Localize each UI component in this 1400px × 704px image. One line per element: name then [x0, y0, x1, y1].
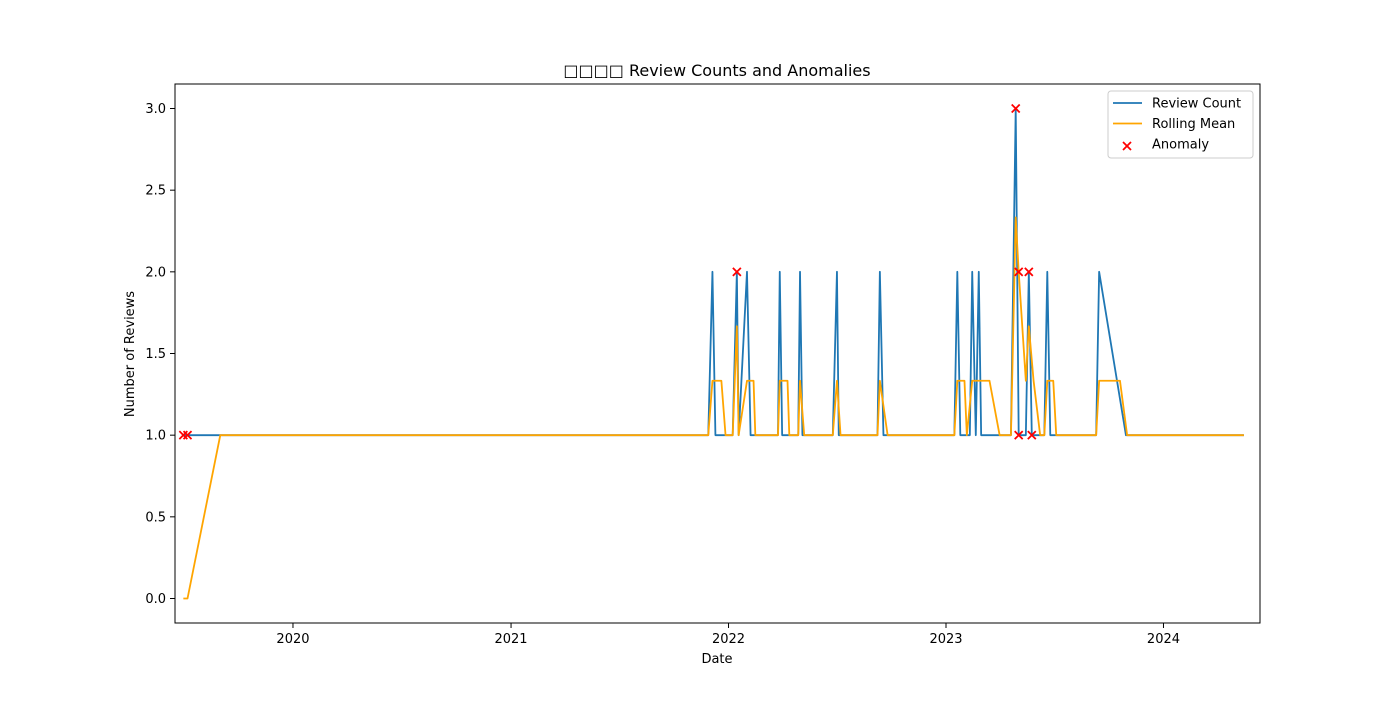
legend-box	[1107, 90, 1254, 159]
legend-item-rolling-mean: Rolling Mean	[1113, 117, 1235, 132]
anomaly-marker-stroke	[1011, 103, 1021, 114]
review-count-line	[183, 107, 1244, 437]
legend-swatch	[1122, 141, 1132, 151]
anomaly-marker-stroke	[1024, 267, 1034, 277]
plot-area	[178, 103, 1244, 600]
x-axis: 2020 2021 2022 2023 2024	[276, 623, 1180, 647]
y-axis-label: Number of Reviews	[123, 291, 138, 417]
legend-label: Review Count	[1152, 97, 1241, 112]
x-tick-label: 2023	[929, 632, 962, 647]
anomaly-marker	[732, 267, 742, 277]
anomaly-marker	[1014, 430, 1024, 440]
x-tick-label: 2021	[494, 632, 527, 647]
anomaly-marker-stroke	[1014, 430, 1024, 440]
x-tick-label: 2020	[276, 632, 309, 647]
anomaly-marker-stroke	[1027, 430, 1037, 440]
legend-label: Rolling Mean	[1152, 117, 1235, 132]
anomaly-marker-stroke	[732, 267, 742, 277]
y-tick-label: 0.0	[145, 592, 166, 607]
y-tick-label: 1.0	[145, 429, 166, 444]
anomaly-marker-stroke	[1014, 267, 1024, 277]
y-tick-label: 2.5	[145, 184, 166, 199]
anomaly-marker	[1027, 430, 1037, 440]
y-tick-label: 3.0	[145, 102, 166, 117]
chart-title: □□□□ Review Counts and Anomalies	[563, 61, 870, 80]
anomaly-marker-stroke	[182, 430, 193, 440]
legend-swatch-stroke	[1122, 141, 1132, 151]
x-axis-label: Date	[701, 652, 732, 667]
anomaly-marker	[182, 430, 193, 440]
anomaly-marker	[1011, 103, 1021, 114]
legend-label: Anomaly	[1152, 138, 1209, 153]
legend-item-anomaly: Anomaly	[1122, 138, 1209, 153]
y-tick-label: 2.0	[145, 265, 166, 280]
y-tick-label: 1.5	[145, 347, 166, 362]
anomaly-marker	[1024, 267, 1034, 277]
y-tick-label: 0.5	[145, 510, 166, 525]
x-tick-label: 2022	[712, 632, 745, 647]
rolling-mean-line	[183, 216, 1244, 600]
y-axis: 0.0 0.5 1.0 1.5 2.0 2.5 3.0	[145, 102, 175, 607]
legend-item-review-count: Review Count	[1113, 97, 1241, 112]
anomaly-marker	[1014, 267, 1024, 277]
legend: Review Count Rolling Mean Anomaly	[1107, 90, 1254, 159]
x-tick-label: 2024	[1147, 632, 1180, 647]
